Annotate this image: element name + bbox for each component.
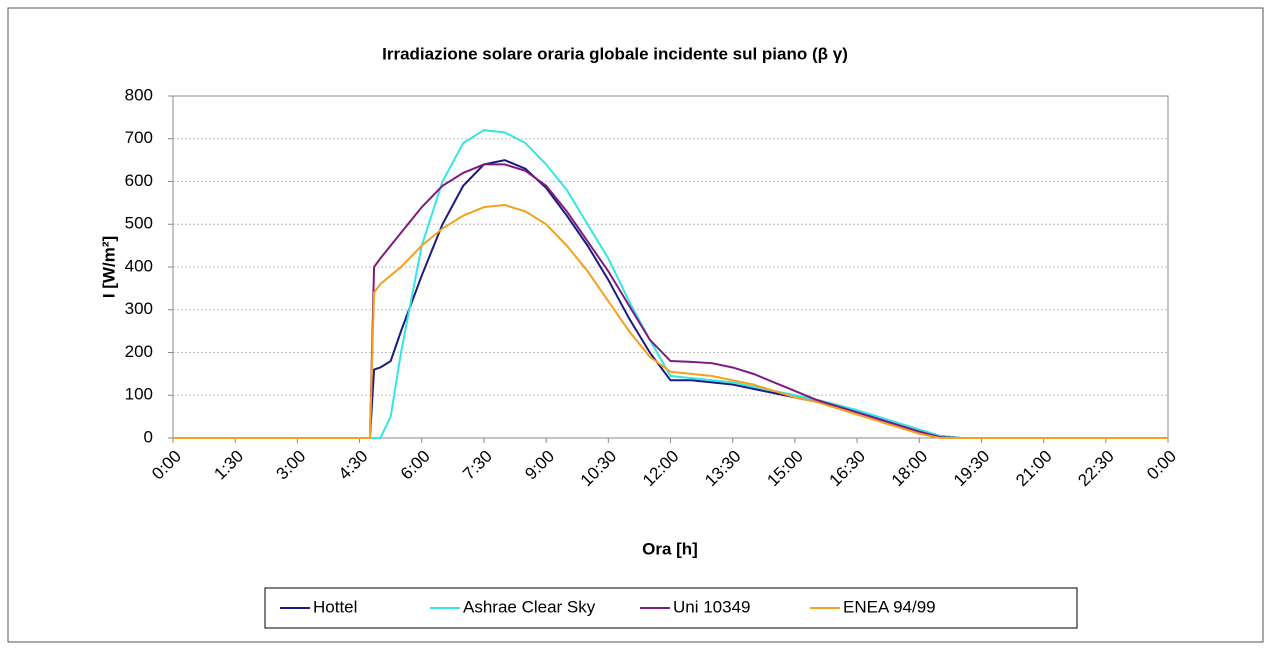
series-line	[173, 203, 1168, 439]
x-axis-label: Ora [h]	[642, 539, 698, 558]
y-tick-label: 100	[125, 385, 153, 404]
y-tick-label: 700	[125, 128, 153, 147]
legend-label: Uni 10349	[673, 597, 751, 616]
series-line	[173, 129, 1168, 439]
y-tick-label: 0	[144, 427, 153, 446]
y-axis-label: I [W/m²]	[99, 236, 118, 298]
chart-frame	[7, 7, 1264, 643]
chart-title: Irradiazione solare oraria globale incid…	[382, 44, 848, 63]
y-tick-label: 800	[125, 85, 153, 104]
legend-label: ENEA 94/99	[843, 597, 936, 616]
y-tick-label: 200	[125, 342, 153, 361]
legend-label: Ashrae Clear Sky	[463, 597, 596, 616]
y-tick-label: 400	[125, 256, 153, 275]
y-tick-label: 600	[125, 171, 153, 190]
legend-box	[264, 587, 1078, 629]
y-tick-label: 500	[125, 214, 153, 233]
y-tick-label: 300	[125, 299, 153, 318]
series-line	[173, 163, 1168, 439]
legend-label: Hottel	[313, 597, 357, 616]
